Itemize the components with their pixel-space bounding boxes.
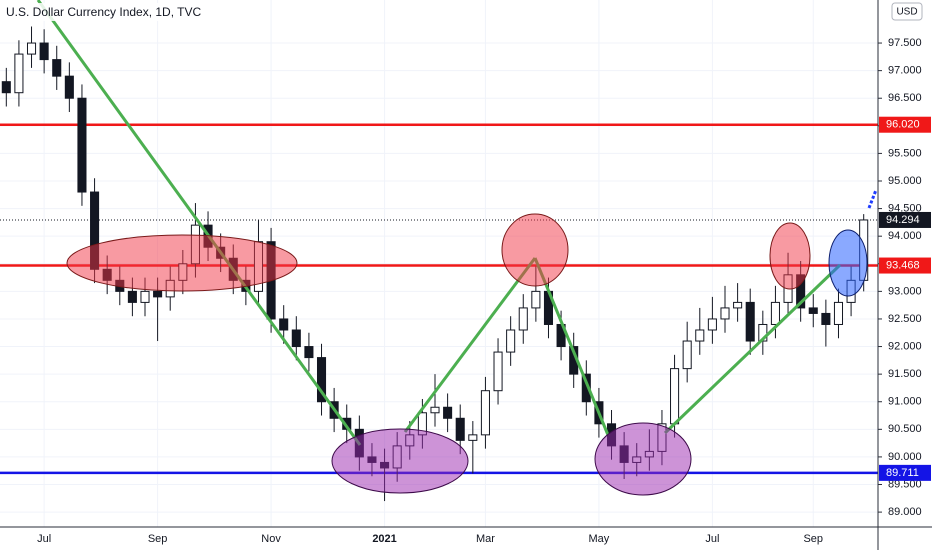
title-bg (0, 3, 222, 21)
level-tag (879, 464, 931, 481)
y-tick-label: 96.500 (888, 92, 922, 104)
candle-body (304, 346, 314, 359)
level-tag (879, 116, 931, 133)
candle-body (342, 417, 352, 430)
y-tick-label: 97.000 (888, 65, 922, 77)
candle-body (14, 53, 24, 94)
candle-body (770, 301, 780, 325)
y-tick-label: 89.500 (888, 478, 922, 490)
last-price-tag (879, 211, 931, 228)
candle-body (127, 290, 137, 303)
currency-label: USD (896, 7, 917, 18)
candle-body (455, 417, 465, 441)
candle-body (745, 301, 755, 342)
candle-body (279, 318, 289, 331)
y-tick-label: 92.500 (888, 313, 922, 325)
y-tick-label: 92.000 (888, 340, 922, 352)
last-price-label: 94.294 (886, 214, 920, 226)
trend-line (533, 257, 610, 436)
time-axis (0, 527, 932, 550)
ellipse (769, 222, 811, 290)
y-tick-label: 94.000 (888, 230, 922, 242)
candle-body (821, 312, 831, 325)
y-tick-label: 93.000 (888, 285, 922, 297)
candle-body (833, 301, 844, 325)
candle-body (581, 373, 591, 403)
ellipse (828, 229, 868, 297)
candle-body (77, 97, 87, 193)
candle-body (64, 75, 74, 99)
chart-title: U.S. Dollar Currency Index, 1D, TVC (6, 5, 202, 19)
x-tick-label: 2021 (372, 533, 396, 545)
candle-body (39, 42, 49, 61)
y-tick-label: 89.000 (888, 506, 922, 518)
currency-button[interactable] (891, 2, 923, 21)
candle-body (26, 42, 37, 55)
trend-line (403, 257, 537, 433)
ellipse (66, 234, 298, 292)
x-tick-label: Mar (476, 533, 495, 545)
candle-body (707, 318, 717, 331)
y-tick-label: 97.500 (888, 37, 922, 49)
arrow (867, 189, 878, 209)
candle-body (1, 81, 11, 94)
level-label: 96.020 (886, 119, 920, 131)
candle-body (153, 290, 163, 298)
candle-body (531, 290, 541, 309)
y-tick-label: 91.500 (888, 368, 922, 380)
candle-body (140, 290, 150, 303)
x-tick-label: Jul (705, 533, 719, 545)
candle-body (480, 390, 490, 436)
drawings (36, 0, 878, 496)
y-tick-label: 90.500 (888, 423, 922, 435)
x-tick-label: Sep (803, 533, 823, 545)
y-tick-label: 90.000 (888, 451, 922, 463)
trend-line (36, 0, 362, 446)
candle-body (291, 329, 301, 348)
candle-body (493, 351, 503, 392)
level-label: 93.468 (886, 259, 920, 271)
candle-body (518, 307, 528, 331)
level-tag (879, 257, 931, 274)
price-axis (878, 0, 932, 550)
trend-line (663, 263, 842, 435)
candle-body (506, 329, 516, 353)
candle-body (468, 434, 478, 441)
candle-body (52, 59, 62, 77)
ellipse (501, 213, 569, 287)
candle-body (670, 368, 680, 425)
x-tick-label: Nov (261, 533, 281, 545)
x-tick-label: Sep (148, 533, 168, 545)
x-tick-label: Jul (37, 533, 51, 545)
x-tick-label: May (589, 533, 610, 545)
axis-labels: 89.000 89.500 90.000 90.500 91.000 91.500 92.0… (37, 37, 931, 545)
ellipse (594, 422, 692, 496)
candle-body (720, 307, 730, 320)
y-tick-label: 95.000 (888, 175, 922, 187)
ellipse (331, 428, 469, 494)
candle-body (682, 340, 692, 370)
y-tick-label: 94.500 (888, 202, 922, 214)
y-tick-label: 95.500 (888, 147, 922, 159)
y-tick-label: 91.000 (888, 396, 922, 408)
level-label: 89.711 (886, 467, 919, 479)
candle-body (430, 406, 440, 414)
candle-body (695, 329, 705, 342)
candle-body (443, 406, 453, 419)
candle-body (316, 357, 327, 403)
candle-body (808, 307, 818, 314)
candle-body (733, 301, 743, 309)
